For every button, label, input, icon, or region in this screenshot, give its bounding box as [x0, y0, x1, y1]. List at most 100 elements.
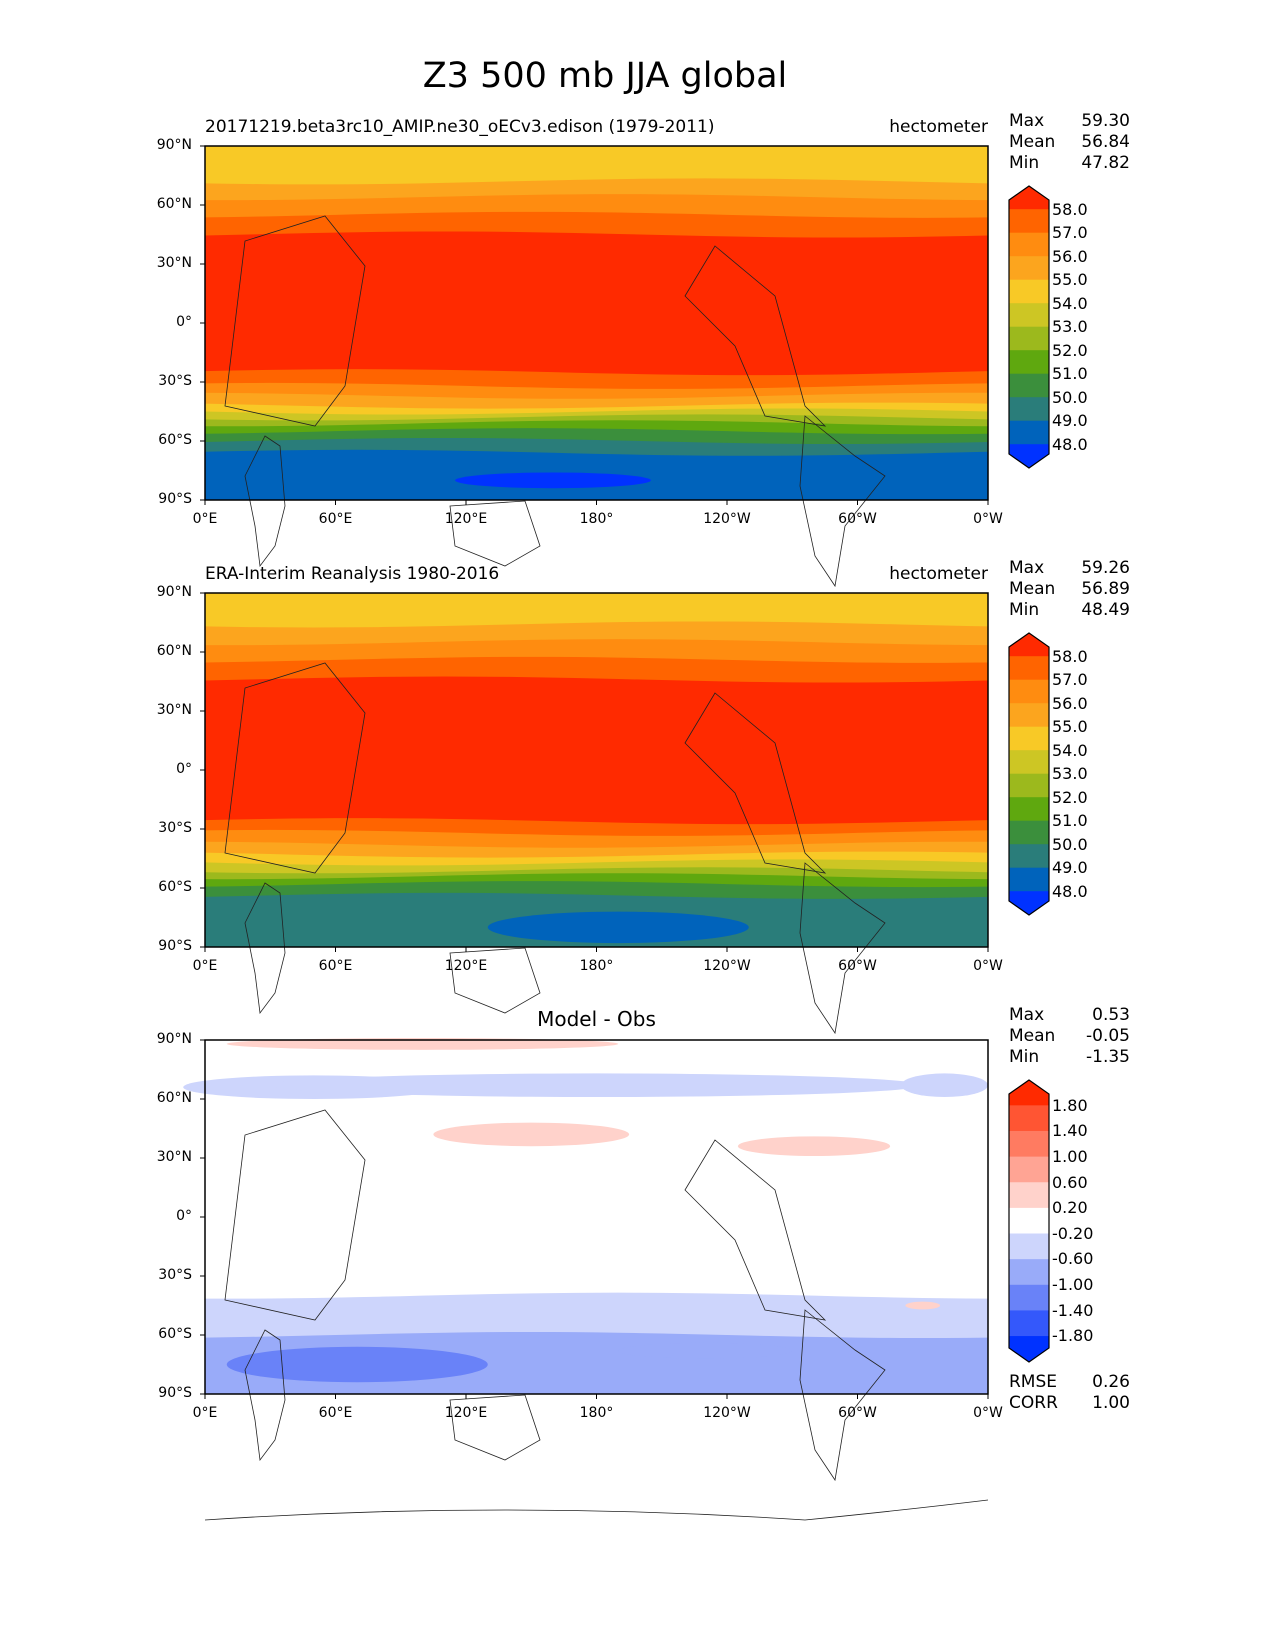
- lon-tick-label: 120°W: [703, 1405, 751, 1421]
- contour-region: [737, 1136, 891, 1157]
- colorbar-label: 50.0: [1052, 387, 1088, 407]
- lat-tick-label: 90°N: [156, 584, 192, 600]
- coastline: [224, 1109, 366, 1321]
- contour-band: [205, 146, 988, 185]
- colorbar-swatch: [1009, 1336, 1049, 1362]
- contour-band: [205, 369, 988, 390]
- lat-tick-label: 0°: [176, 761, 192, 777]
- contour-region: [226, 1038, 619, 1050]
- colorbar-swatch: [1009, 726, 1049, 751]
- colorbar-label: 54.0: [1052, 293, 1088, 313]
- colorbar: [1008, 185, 1050, 469]
- colorbar-swatch: [1009, 1156, 1049, 1183]
- stat-label: Mean: [1009, 132, 1056, 152]
- lon-tick-label: 60°W: [838, 958, 877, 974]
- lat-tick-label: 0°: [176, 1208, 192, 1224]
- coastline: [449, 1394, 541, 1461]
- colorbar-swatch: [1009, 186, 1049, 210]
- map-panel-1: [200, 145, 989, 627]
- colorbar-swatch: [1009, 1105, 1049, 1132]
- lon-tick-label: 120°W: [703, 958, 751, 974]
- coastline: [244, 1329, 286, 1462]
- lon-tick-label: 60°W: [838, 1405, 877, 1421]
- coastline: [799, 862, 886, 1035]
- colorbar-label: 56.0: [1052, 693, 1088, 713]
- lon-tick-label: 180°: [579, 511, 614, 527]
- colorbar-swatch: [1009, 1284, 1049, 1312]
- colorbar-label: -1.00: [1052, 1275, 1094, 1295]
- colorbar-label: 49.0: [1052, 858, 1088, 877]
- colorbar-swatch: [1009, 679, 1049, 704]
- colorbar-label: -1.40: [1052, 1300, 1094, 1320]
- colorbar-swatch: [1009, 209, 1049, 234]
- contour-region: [433, 1122, 630, 1147]
- colorbar: [1008, 632, 1050, 916]
- coastline: [244, 882, 286, 1015]
- lon-tick-label: 180°: [579, 1405, 614, 1421]
- contour-band: [205, 392, 988, 410]
- colorbar-label: 51.0: [1052, 811, 1088, 830]
- colorbar-swatch: [1009, 232, 1049, 257]
- colorbar-swatch: [1009, 1233, 1049, 1260]
- colorbar-label: 53.0: [1052, 317, 1088, 336]
- stat-value: 0.26: [1092, 1372, 1130, 1392]
- colorbar-swatch: [1009, 1080, 1049, 1106]
- colorbar-swatch: [1009, 773, 1049, 798]
- colorbar-label: 52.0: [1052, 787, 1088, 807]
- stat-value: 0.53: [1092, 1005, 1130, 1025]
- lon-tick-label: 60°E: [318, 1405, 353, 1421]
- colorbar-swatch: [1009, 1207, 1049, 1235]
- coastline: [799, 415, 886, 588]
- stat-value: -0.05: [1086, 1026, 1130, 1046]
- contour-region: [270, 1073, 923, 1098]
- stat-label: Min: [1009, 153, 1040, 173]
- lon-tick-label: 180°: [579, 958, 614, 974]
- coastline: [224, 662, 366, 874]
- lon-tick-label: 0°W: [973, 511, 1003, 527]
- contour-band: [205, 851, 988, 866]
- stat-value: 56.89: [1081, 579, 1130, 599]
- stat-label: Max: [1009, 1005, 1045, 1025]
- lon-tick-label: 0°E: [192, 958, 218, 974]
- stat-value: 48.49: [1081, 600, 1130, 620]
- colorbar: [1008, 1079, 1050, 1363]
- lon-tick-label: 120°E: [444, 511, 488, 527]
- lat-tick-label: 30°N: [156, 1149, 192, 1165]
- lat-tick-label: 30°N: [156, 255, 192, 271]
- contour-region: [901, 1073, 988, 1098]
- stat-label: Min: [1009, 1047, 1040, 1067]
- coastline: [244, 435, 286, 568]
- colorbar-label: 1.00: [1052, 1146, 1088, 1166]
- colorbar-label: 57.0: [1052, 670, 1088, 689]
- colorbar-swatch: [1009, 750, 1049, 775]
- colorbar-swatch: [1009, 444, 1049, 468]
- coastline: [684, 692, 827, 874]
- units-label: hectometer: [889, 564, 988, 584]
- map-panel-3: [183, 1038, 989, 1521]
- contour-band: [205, 231, 988, 376]
- map-panel-2: [200, 592, 989, 1074]
- coastline: [449, 947, 541, 1014]
- lat-tick-label: 90°S: [158, 938, 192, 954]
- panel-title: 20171219.beta3rc10_AMIP.ne30_oECv3.ediso…: [205, 117, 715, 137]
- colorbar-label: 1.80: [1052, 1095, 1088, 1115]
- lat-tick-label: 30°N: [156, 702, 192, 718]
- lat-tick-label: 30°S: [158, 820, 192, 836]
- lon-tick-label: 60°E: [318, 511, 353, 527]
- colorbar-label: -1.80: [1052, 1326, 1094, 1346]
- lat-tick-label: 90°S: [158, 1385, 192, 1401]
- colorbar-swatch: [1009, 256, 1049, 281]
- lon-tick-label: 0°W: [973, 1405, 1003, 1421]
- colorbar-swatch: [1009, 633, 1049, 657]
- colorbar-label: 53.0: [1052, 764, 1088, 783]
- colorbar-swatch: [1009, 797, 1049, 822]
- lat-tick-label: 0°: [176, 314, 192, 330]
- contour-band: [205, 841, 988, 859]
- colorbar-label: 49.0: [1052, 411, 1088, 430]
- contour-band: [205, 859, 988, 874]
- colorbar-label: 1.40: [1052, 1121, 1088, 1141]
- stat-label: Min: [1009, 600, 1040, 620]
- lon-tick-label: 120°W: [703, 511, 751, 527]
- lat-tick-label: 90°N: [156, 1031, 192, 1047]
- stat-label: CORR: [1009, 1393, 1058, 1413]
